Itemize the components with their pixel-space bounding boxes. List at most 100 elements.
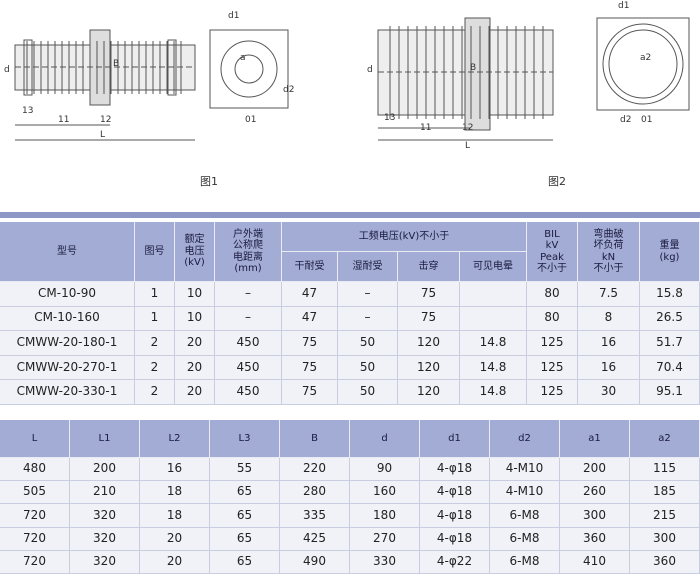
table-cell: – (215, 282, 282, 307)
table-cell: 260 (560, 481, 630, 505)
table-cell: 18 (140, 481, 210, 505)
table-cell: 50 (338, 355, 398, 381)
table-cell: 80 (527, 282, 578, 307)
table-cell: 330 (350, 550, 420, 574)
table-cell: 280 (280, 481, 350, 505)
table-cell: 75 (398, 306, 460, 332)
dimension-label: 01 (245, 115, 256, 125)
header-cell: L (0, 420, 70, 458)
header-cell: 弯曲破 坏负荷 kN 不小于 (578, 222, 640, 282)
dimension-label: d1 (228, 11, 239, 21)
table-cell: 14.8 (460, 331, 527, 356)
table-cell: 65 (210, 504, 280, 528)
header-cell: BIL kV Peak 不小于 (527, 222, 578, 282)
table-cell: 26.5 (640, 306, 700, 332)
table-cell: 75 (282, 355, 338, 381)
table-cell: 75 (282, 380, 338, 405)
header-cell: 重量 (kg) (640, 222, 700, 282)
header-cell: 击穿 (398, 252, 460, 282)
table-cell: 10 (175, 282, 215, 307)
table-cell: 360 (560, 527, 630, 551)
table-cell: 320 (70, 504, 140, 528)
table-cell: 65 (210, 527, 280, 551)
table-cell: 65 (210, 481, 280, 505)
table-cell: 1 (135, 282, 175, 307)
table-cell: 220 (280, 458, 350, 482)
table-cell: 125 (527, 331, 578, 356)
table-cell: 505 (0, 481, 70, 505)
table-cell: 47 (282, 306, 338, 332)
header-cell: L3 (210, 420, 280, 458)
dimension-label: L (100, 130, 105, 140)
header-cell: d (350, 420, 420, 458)
table-cell: 450 (215, 331, 282, 356)
table-cell: 320 (70, 527, 140, 551)
table-cell: 1 (135, 306, 175, 332)
table-cell: 4-φ18 (420, 527, 490, 551)
dimension-label: 11 (58, 115, 69, 125)
table-cell: 360 (630, 550, 700, 574)
table-cell: 120 (398, 380, 460, 405)
table-cell: 16 (140, 458, 210, 482)
table-cell: 7.5 (578, 282, 640, 307)
dimension-label: d2 (283, 85, 294, 95)
table-cell: 450 (215, 380, 282, 405)
figure-caption: 图1 (200, 175, 218, 188)
table-cell: 180 (350, 504, 420, 528)
table-cell: 4-φ22 (420, 550, 490, 574)
table-cell: 125 (527, 380, 578, 405)
table-cell: 14.8 (460, 355, 527, 381)
table-cell: 410 (560, 550, 630, 574)
table-cell: 50 (338, 380, 398, 405)
table-cell: 70.4 (640, 355, 700, 381)
header-cell: 湿耐受 (338, 252, 398, 282)
table-cell: 75 (398, 282, 460, 307)
dimension-label: L (465, 141, 470, 151)
table-cell: 15.8 (640, 282, 700, 307)
table-cell: 20 (140, 550, 210, 574)
table-cell: 450 (215, 355, 282, 381)
dimension-label: d1 (618, 1, 629, 11)
header-cell: 可见电晕 (460, 252, 527, 282)
figure-2 (377, 17, 690, 141)
table-cell: 30 (578, 380, 640, 405)
table-cell: 4-φ18 (420, 458, 490, 482)
table-cell: 200 (70, 458, 140, 482)
table-cell: – (338, 282, 398, 307)
table-cell: 480 (0, 458, 70, 482)
header-cell: 户外端 公称爬 电距离 (mm) (215, 222, 282, 282)
table-cell: 20 (175, 355, 215, 381)
table-cell: 6-M8 (490, 504, 560, 528)
table-cell: CMWW-20-270-1 (0, 355, 135, 381)
table-cell: 125 (527, 355, 578, 381)
table-cell: 20 (140, 527, 210, 551)
table-cell: 720 (0, 504, 70, 528)
header-cell: a1 (560, 420, 630, 458)
table-cell: 65 (210, 550, 280, 574)
table-cell: 90 (350, 458, 420, 482)
table-cell: 50 (338, 331, 398, 356)
header-cell: 额定 电压 (kV) (175, 222, 215, 282)
header-cell: B (280, 420, 350, 458)
table-cell: 210 (70, 481, 140, 505)
dimension-label: d (4, 65, 10, 75)
table-cell: 6-M8 (490, 550, 560, 574)
table-cell (460, 306, 527, 332)
table-cell: 300 (560, 504, 630, 528)
table-cell: – (338, 306, 398, 332)
table-cell: 720 (0, 550, 70, 574)
table-cell: 4-M10 (490, 481, 560, 505)
table-cell: 18 (140, 504, 210, 528)
table-cell: 120 (398, 355, 460, 381)
table-cell: 2 (135, 355, 175, 381)
dimension-label: 13 (384, 113, 395, 123)
table-cell: 300 (630, 527, 700, 551)
table-cell: 215 (630, 504, 700, 528)
table-cell: 47 (282, 282, 338, 307)
table-cell: 10 (175, 306, 215, 332)
table-cell: 16 (578, 355, 640, 381)
table-cell: 185 (630, 481, 700, 505)
figure-1 (14, 29, 289, 141)
table-cell: 80 (527, 306, 578, 332)
